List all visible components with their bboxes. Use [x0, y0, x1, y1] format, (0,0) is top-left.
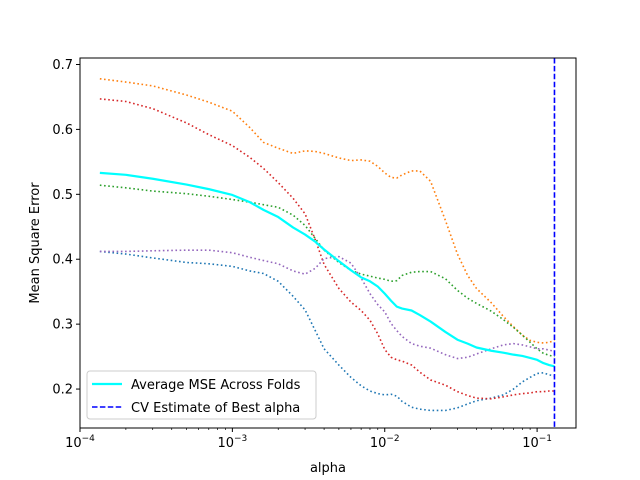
x-tick-label: 10−2: [370, 434, 400, 451]
y-tick-label: 0.2: [52, 383, 73, 398]
legend: Average MSE Across Folds CV Estimate of …: [86, 370, 317, 420]
y-tick-label: 0.7: [52, 58, 73, 73]
series-average-mse-line: [99, 171, 555, 368]
x-axis: 10−4 10−3 10−2 10−1: [65, 428, 552, 451]
x-tick-label: 10−4: [65, 434, 95, 451]
plot-lines: [99, 58, 556, 428]
series-fold-5-line: [99, 249, 555, 360]
y-tick-label: 0.3: [52, 318, 73, 333]
y-tick-label: 0.5: [52, 188, 73, 203]
series-fold-3-line: [99, 184, 555, 358]
series-fold-2-line: [99, 77, 555, 344]
y-axis-title: Mean Square Error: [28, 182, 43, 304]
x-axis-title: alpha: [310, 461, 346, 476]
legend-box: [86, 370, 317, 420]
x-tick-label: 10−3: [217, 434, 247, 451]
legend-label-best-alpha: CV Estimate of Best alpha: [131, 401, 300, 416]
series-fold-1-line: [99, 250, 555, 412]
series-fold-4-line: [99, 98, 555, 400]
legend-label-average: Average MSE Across Folds: [131, 378, 301, 393]
plot-frame: [79, 57, 577, 429]
y-axis: 0.2 0.3 0.4 0.5 0.6 0.7: [52, 58, 80, 398]
y-tick-label: 0.6: [52, 123, 73, 138]
x-tick-label: 10−1: [522, 434, 552, 451]
y-tick-label: 0.4: [52, 253, 73, 268]
